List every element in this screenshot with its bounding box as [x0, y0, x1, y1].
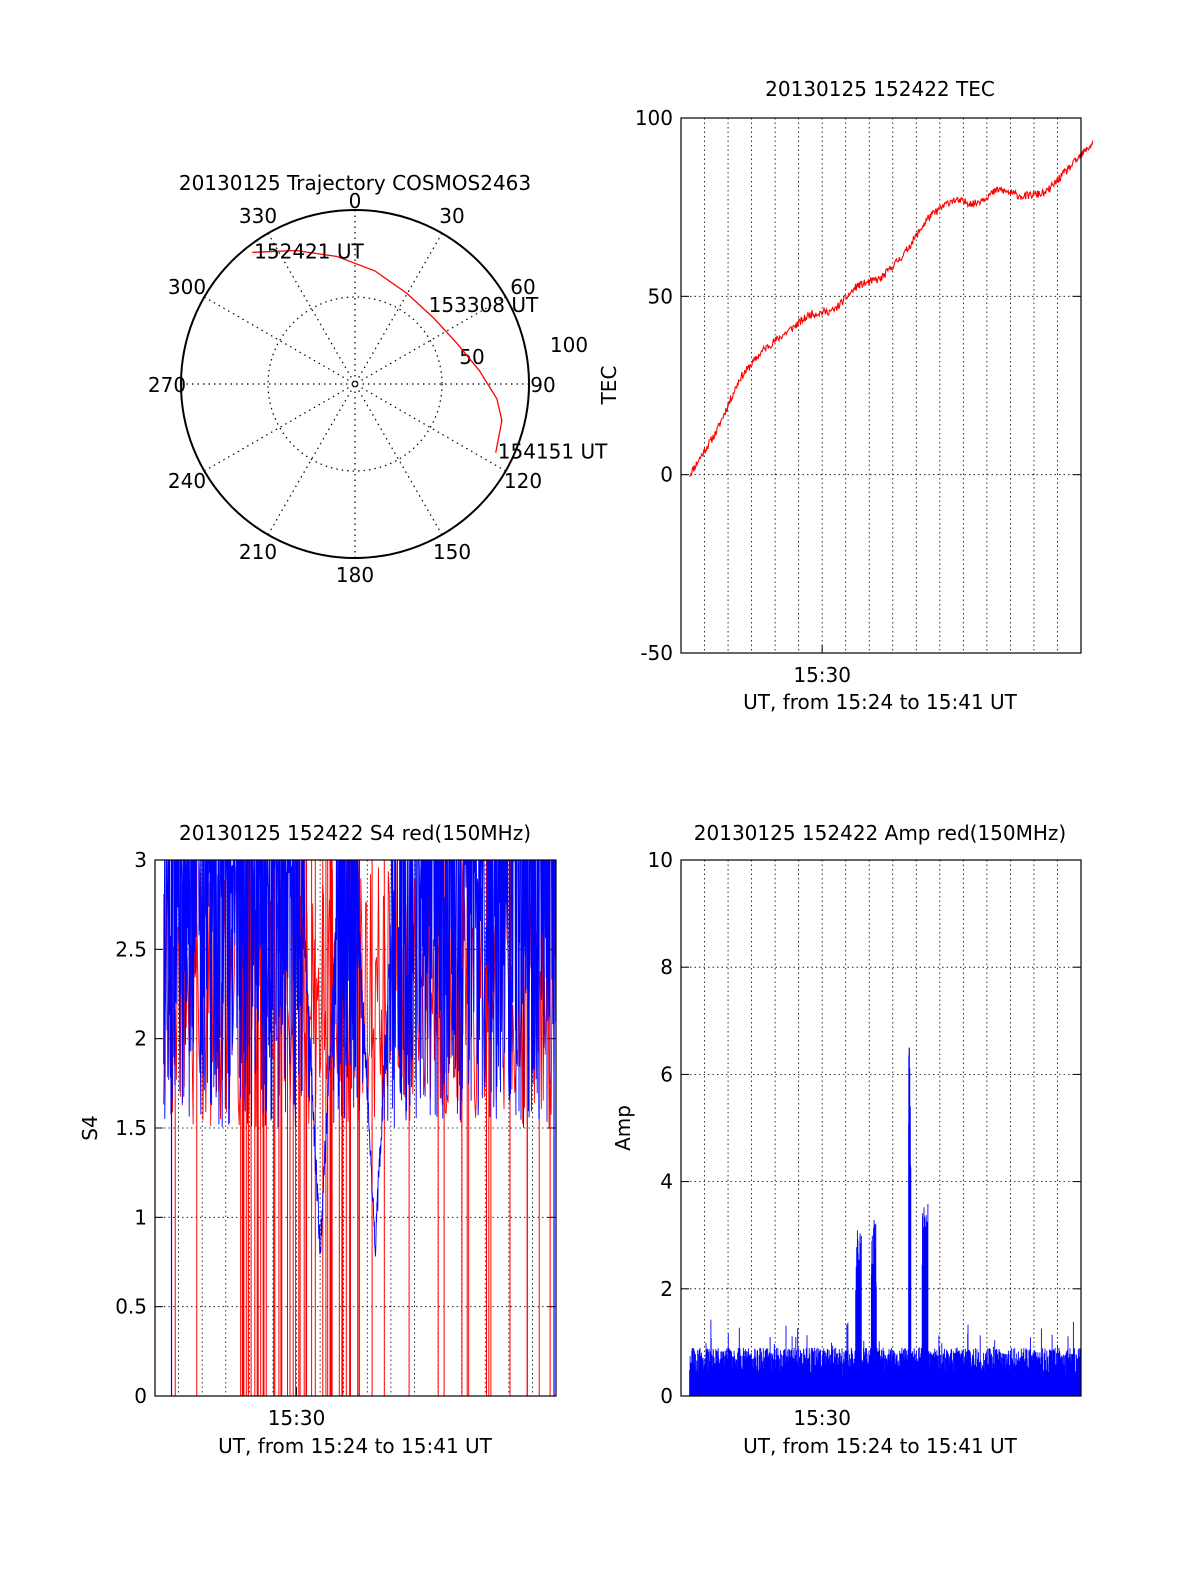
amp-title: 20130125 152422 Amp red(150MHz) — [694, 821, 1066, 845]
amp-blue-bars — [689, 1055, 1082, 1396]
polar-time-annotation: 153308 UT — [429, 293, 539, 317]
polar-azimuth-label: 210 — [239, 540, 277, 564]
polar-inner-circle — [267, 296, 443, 472]
s4-blue-trace — [163, 859, 557, 1257]
y-tick-label: 100 — [635, 106, 673, 130]
s4-ylabel: S4 — [78, 1115, 102, 1140]
polar-time-annotation: 152421 UT — [254, 239, 364, 263]
s4-title: 20130125 152422 S4 red(150MHz) — [179, 821, 531, 845]
y-tick-label: 2 — [134, 1027, 147, 1051]
polar-azimuth-label: 0 — [349, 189, 362, 213]
tec-chart: 20130125 152422 TEC UT, from 15:24 to 15… — [597, 77, 1094, 714]
y-tick-label: 6 — [660, 1062, 673, 1086]
y-tick-label: 0 — [134, 1384, 147, 1408]
y-tick-label: 50 — [648, 284, 673, 308]
polar-azimuth-label: 30 — [439, 204, 464, 228]
polar-trajectory-chart: 20130125 Trajectory COSMOS2463 0 30 60 90 12… — [148, 171, 608, 587]
s4-plot-frame — [154, 859, 557, 1397]
polar-azimuth-label: 60 — [510, 275, 535, 299]
y-tick-label: 10 — [648, 848, 673, 872]
polar-azimuth-label: 240 — [168, 469, 206, 493]
polar-azimuth-label: 120 — [504, 469, 542, 493]
y-tick-label: 3 — [134, 848, 147, 872]
x-tick-label: 15:30 — [268, 1406, 326, 1430]
y-tick-label: -50 — [640, 641, 673, 665]
y-tick-label: 2 — [660, 1277, 673, 1301]
polar-spoke — [267, 233, 443, 535]
polar-radius-label: 50 — [459, 345, 484, 369]
polar-trajectory-line — [252, 249, 503, 453]
amp-plot-frame — [680, 859, 1082, 1397]
y-tick-label: 1 — [134, 1205, 147, 1229]
y-tick-label: 4 — [660, 1170, 673, 1194]
tec-ylabel: TEC — [597, 366, 621, 406]
amp-series — [689, 1047, 1082, 1396]
tec-grid — [681, 118, 1081, 653]
polar-azimuth-label: 180 — [336, 563, 374, 587]
amp-grid — [681, 860, 1081, 1396]
tec-series — [689, 140, 1094, 477]
polar-series — [252, 249, 503, 453]
y-tick-label: 0.5 — [115, 1295, 147, 1319]
s4-xlabel: UT, from 15:24 to 15:41 UT — [218, 1434, 493, 1458]
polar-spoke — [267, 233, 443, 535]
tec-title: 20130125 152422 TEC — [765, 77, 995, 101]
tec-series-line — [689, 140, 1094, 477]
polar-title: 20130125 Trajectory COSMOS2463 — [179, 171, 531, 195]
polar-annotations: 152421 UT 153308 UT 154151 UT — [254, 239, 608, 463]
polar-radius-label: 100 — [550, 333, 588, 357]
polar-labels: 0 30 60 90 120 150 180 210 240 270 300 330 50 100 — [148, 189, 588, 587]
tec-plot-frame — [680, 117, 1082, 654]
s4-series — [163, 859, 557, 1396]
y-tick-label: 0 — [660, 1384, 673, 1408]
amp-ylabel: Amp — [611, 1105, 635, 1151]
s4-chart: 20130125 152422 S4 red(150MHz) UT, from … — [78, 821, 557, 1458]
s4-ticks: 0 0.5 1 1.5 2 2.5 3 15:30 — [115, 848, 556, 1430]
y-tick-label: 1.5 — [115, 1116, 147, 1140]
polar-azimuth-label: 300 — [168, 275, 206, 299]
polar-azimuth-label: 330 — [239, 204, 277, 228]
polar-azimuth-label: 150 — [433, 540, 471, 564]
y-tick-label: 2.5 — [115, 937, 147, 961]
y-tick-label: 8 — [660, 955, 673, 979]
amp-chart: 20130125 152422 Amp red(150MHz) UT, from… — [611, 821, 1082, 1458]
y-tick-label: 0 — [660, 463, 673, 487]
polar-grid — [180, 209, 530, 559]
polar-azimuth-label: 270 — [148, 373, 186, 397]
amp-ticks: 0 2 4 6 8 10 15:30 — [648, 848, 1081, 1430]
x-tick-label: 15:30 — [793, 663, 851, 687]
amp-xlabel: UT, from 15:24 to 15:41 UT — [743, 1434, 1018, 1458]
s4-red-spikes — [174, 860, 551, 1396]
polar-azimuth-label: 90 — [530, 373, 555, 397]
x-tick-label: 15:30 — [793, 1406, 851, 1430]
tec-xlabel: UT, from 15:24 to 15:41 UT — [743, 690, 1018, 714]
polar-time-annotation: 154151 UT — [498, 440, 608, 464]
